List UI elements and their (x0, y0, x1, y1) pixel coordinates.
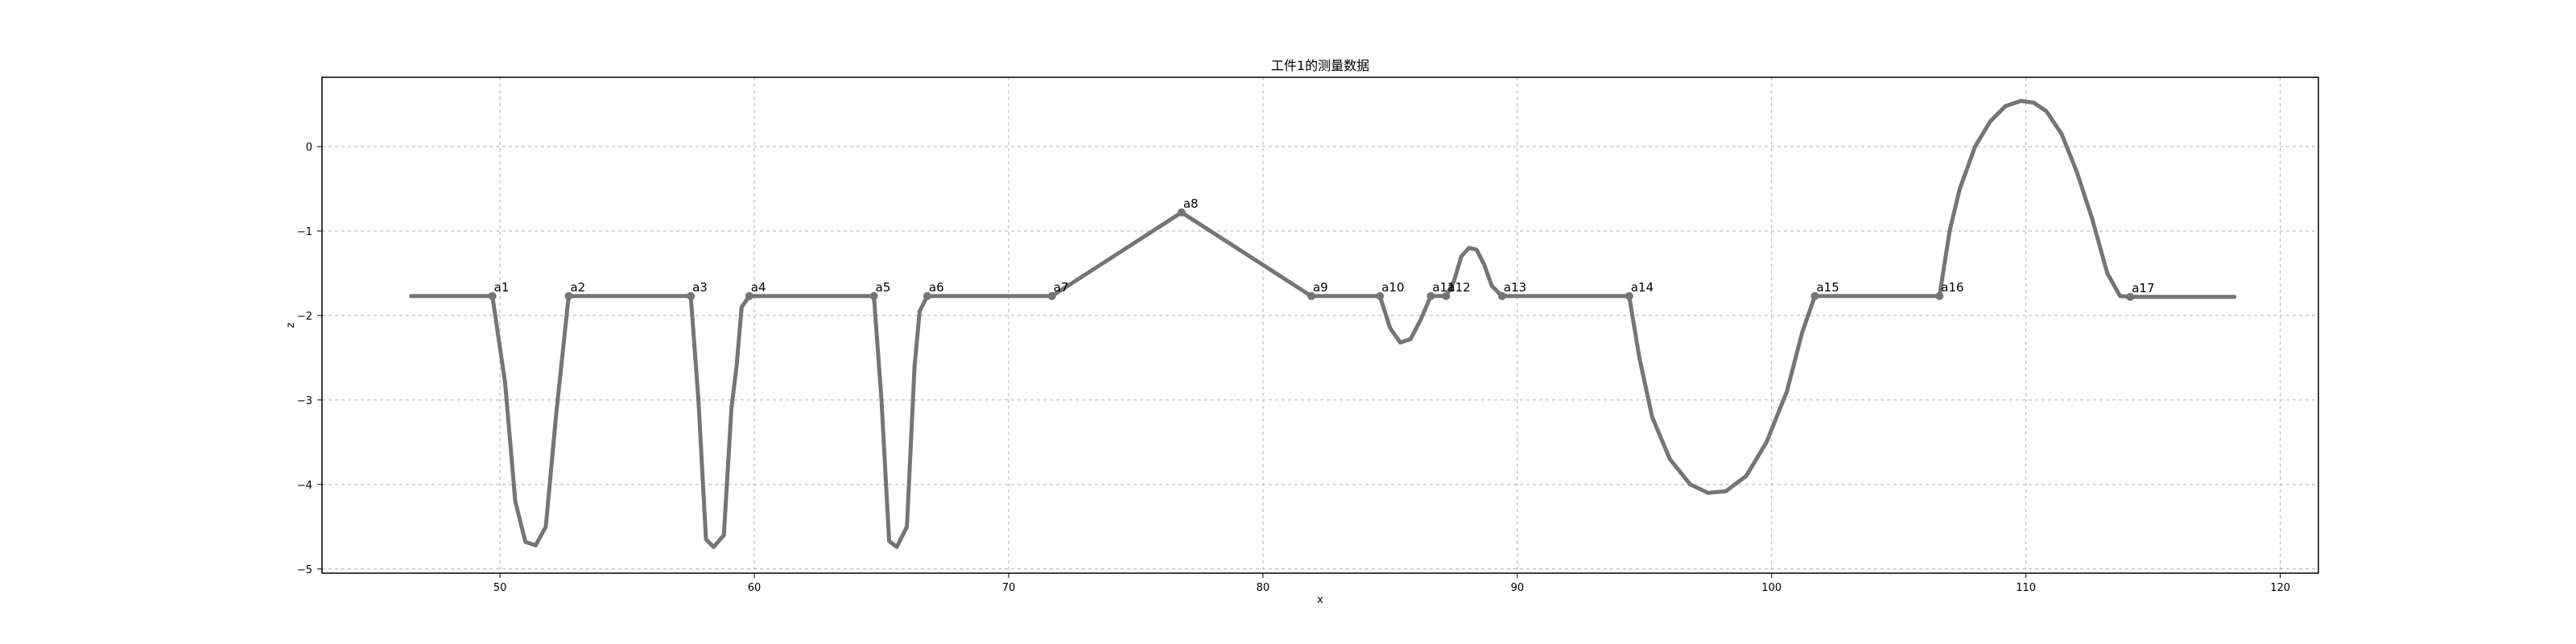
point-label: a9 (1313, 280, 1328, 295)
point-marker (488, 291, 497, 300)
point-label: a8 (1183, 196, 1199, 211)
point-marker (1177, 208, 1186, 217)
point-label: a4 (751, 280, 766, 295)
axis-ticks: 50 60 70 80 90 100 110 120 0 −1 −2 −3 −4 −5 (297, 142, 2290, 594)
point-label: a14 (1631, 280, 1653, 295)
point-label: a10 (1381, 280, 1404, 295)
point-marker (1624, 291, 1633, 300)
point-marker (564, 291, 573, 300)
point-marker (1426, 291, 1435, 300)
series-line (409, 98, 2237, 549)
point-label: a6 (929, 280, 944, 295)
data-series (409, 98, 2237, 549)
point-label: a11 (1432, 280, 1455, 295)
point-marker (1810, 291, 1819, 300)
x-tick-label: 80 (1257, 582, 1270, 594)
point-marker (2126, 292, 2135, 301)
y-tick-label: −2 (297, 311, 312, 323)
x-tick-label: 90 (1511, 582, 1525, 594)
point-label: a2 (570, 280, 585, 295)
y-tick-label: −4 (297, 480, 312, 492)
y-tick-label: −1 (297, 226, 312, 238)
x-tick-label: 100 (1761, 582, 1781, 594)
point-label: a1 (494, 280, 510, 295)
x-tick-label: 120 (2270, 582, 2290, 594)
grid-lines (322, 77, 2318, 573)
plot-frame (321, 76, 2319, 574)
point-marker (1935, 291, 1944, 300)
point-marker (1307, 291, 1315, 300)
point-label: a12 (1447, 280, 1470, 295)
y-tick-label: 0 (306, 142, 312, 154)
point-marker (1442, 291, 1451, 300)
y-axis-label: z (285, 322, 297, 328)
y-tick-label: −5 (297, 564, 312, 576)
point-marker (869, 291, 878, 300)
x-tick-label: 110 (2016, 582, 2036, 594)
point-label: a17 (2132, 281, 2154, 295)
x-tick-label: 50 (493, 582, 507, 594)
point-label: a3 (692, 280, 708, 295)
point-label: a5 (876, 280, 891, 295)
point-marker (1376, 291, 1385, 300)
point-label: a16 (1941, 280, 1963, 295)
point-label: a15 (1816, 280, 1839, 295)
point-label: a13 (1504, 280, 1526, 295)
chart-title: 工件1的测量数据 (1271, 58, 1369, 73)
point-label: a7 (1054, 280, 1069, 295)
point-marker (687, 291, 696, 300)
x-tick-label: 70 (1002, 582, 1016, 594)
point-marker (923, 291, 931, 300)
point-marker (745, 291, 753, 300)
y-tick-label: −3 (297, 395, 312, 407)
point-marker (1497, 291, 1506, 300)
x-tick-label: 60 (748, 582, 762, 594)
x-axis-label: x (1317, 594, 1323, 606)
point-marker (1047, 291, 1056, 300)
